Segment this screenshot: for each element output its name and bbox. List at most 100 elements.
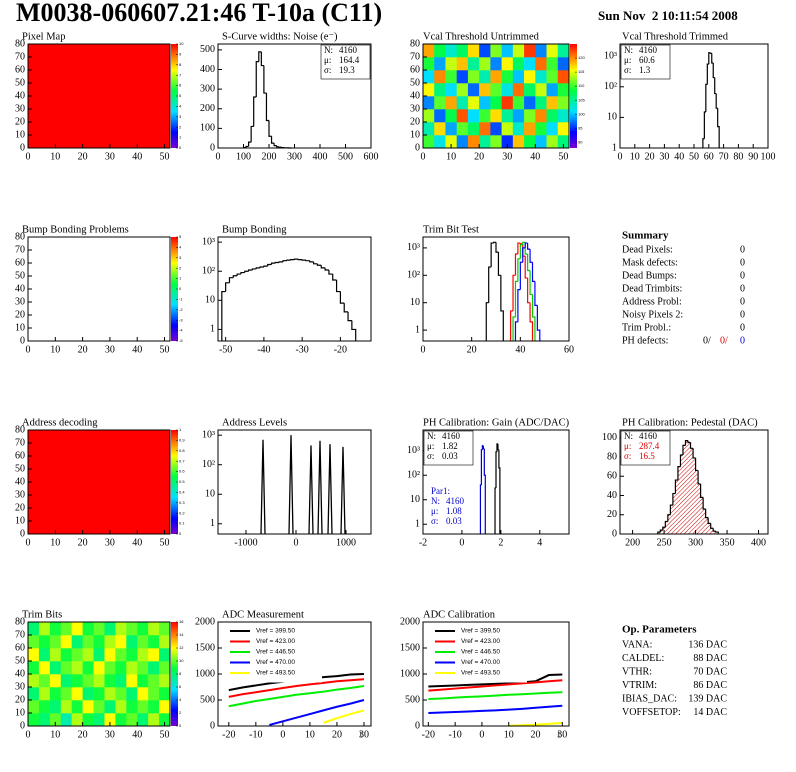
histogram-bin — [260, 51, 264, 67]
x-tick-label: 0 — [216, 151, 221, 162]
heatmap-cell — [137, 648, 149, 662]
x-tick-label: 10 — [630, 151, 640, 162]
heatmap-cell — [467, 135, 480, 149]
x-tick-label: -20 — [222, 729, 235, 740]
legend-label: Vref = 399.50 — [461, 628, 500, 635]
plot-frame — [217, 429, 372, 535]
color-bar-label: -3 — [179, 317, 183, 322]
y-tick-label: 10² — [202, 459, 215, 470]
heatmap-cell — [490, 122, 502, 136]
heatmap-cell — [535, 135, 547, 149]
y-tick-label: 30 — [15, 681, 25, 692]
color-bar-label: 9 — [179, 51, 182, 56]
heatmap-cell — [535, 109, 547, 123]
fit-value: 4160 — [446, 496, 465, 506]
heatmap-cell — [148, 674, 160, 688]
color-bar-label: 0.9 — [179, 437, 185, 442]
histogram-bin — [717, 108, 720, 148]
y-tick-label: 500 — [200, 694, 215, 705]
heatmap-cell — [512, 122, 525, 136]
histogram-bin — [479, 484, 482, 534]
histogram-bin — [662, 526, 666, 531]
y-tick-label: 1 — [210, 518, 215, 529]
y-tick-label: 30 — [15, 296, 25, 307]
heatmap-cell — [115, 635, 127, 649]
stats-box — [620, 430, 671, 466]
x-tick-label: -2 — [419, 537, 427, 548]
heatmap-cell — [28, 635, 40, 649]
needle — [327, 444, 333, 535]
y-tick-label: 10 — [410, 129, 420, 140]
y-tick-label: 80 — [15, 616, 25, 627]
heatmap-cell — [524, 122, 536, 136]
chart-title: Bump Bonding — [222, 224, 287, 235]
stats-value: 4160 — [442, 431, 461, 441]
heatmap-cell — [490, 57, 502, 71]
x-tick-label: 30 — [359, 729, 369, 740]
heatmap-cell — [60, 635, 72, 649]
y-tick-label: 70 — [15, 51, 25, 62]
y-tick-label: 10 — [607, 112, 617, 123]
x-tick-label: 40 — [132, 537, 142, 548]
color-bar-label: 6 — [179, 684, 182, 689]
histogram-bin — [498, 449, 501, 534]
legend-label: Vref = 446.50 — [256, 649, 295, 656]
histogram-bin — [255, 61, 259, 97]
x-tick-label: 0 — [421, 344, 426, 355]
stats-value: 4160 — [639, 431, 658, 441]
fit-label: μ: — [431, 506, 438, 516]
summary-label: Dead Bumps: — [622, 270, 677, 281]
heatmap-cell — [434, 135, 446, 149]
y-tick-label: 50 — [15, 655, 25, 666]
heatmap-cell — [82, 622, 94, 636]
y-tick-label: 1 — [612, 142, 617, 153]
heatmap-cell — [49, 648, 62, 662]
heatmap-cell — [445, 44, 457, 58]
heatmap-cell — [49, 635, 62, 649]
stats-label: μ: — [427, 441, 434, 451]
fit-label: N: — [431, 496, 440, 506]
histogram-bin — [529, 249, 533, 263]
y-tick-label: 80 — [15, 38, 25, 49]
x-tick-label: 250 — [657, 537, 672, 548]
histogram-bin — [490, 242, 494, 268]
y-tick-label: 500 — [200, 44, 215, 55]
x-tick-label: 0 — [26, 729, 31, 740]
heatmap-cell — [546, 44, 559, 58]
color-bar — [171, 622, 178, 726]
y-tick-label: 60 — [607, 471, 617, 482]
stats-box — [620, 44, 671, 80]
histogram-bin — [245, 145, 249, 148]
heatmap-cell — [28, 661, 40, 675]
series-line — [428, 691, 563, 700]
stats-box — [320, 44, 371, 80]
y-tick-label: 10 — [205, 295, 215, 306]
stats-box — [423, 430, 474, 466]
heatmap-cell — [490, 135, 502, 149]
y-tick-label: 2000 — [400, 616, 420, 627]
histogram-bin — [705, 83, 708, 113]
heatmap-cell — [546, 83, 559, 97]
parameter-label: VANA: — [622, 639, 652, 650]
histogram-bin — [682, 444, 686, 456]
histogram-fill — [670, 505, 673, 534]
x-tick-label: 40 — [530, 151, 540, 162]
x-tick-label: 0 — [26, 344, 31, 355]
heatmap-cell — [479, 96, 491, 110]
heatmap-cell — [524, 70, 536, 84]
heatmap-cell — [524, 44, 536, 58]
histogram-bin — [483, 448, 486, 534]
histogram-bin — [527, 253, 531, 272]
heatmap-cell — [137, 713, 149, 727]
histogram-bin — [270, 262, 276, 265]
heatmap-cell — [445, 122, 457, 136]
histogram-bin — [309, 260, 314, 263]
chart-title: Vcal Threshold Untrimmed — [423, 31, 540, 42]
heatmap-cell — [445, 135, 457, 149]
heatmap-cell — [456, 96, 469, 110]
summary-value: 0 — [740, 309, 745, 320]
heatmap-cell — [49, 713, 62, 727]
histogram-fill — [665, 521, 668, 534]
y-tick-label: 20 — [15, 502, 25, 513]
x-tick-label: 30 — [557, 729, 567, 740]
